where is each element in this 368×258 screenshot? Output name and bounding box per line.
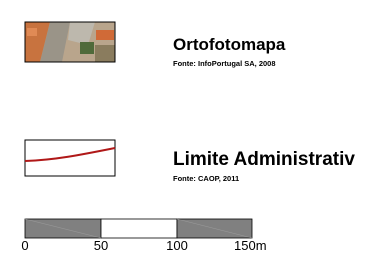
scale-label: 0 <box>21 238 28 253</box>
scale-label: 100 <box>166 238 188 253</box>
legend-title: Limite Administrativ <box>173 149 355 170</box>
boundary-symbol <box>25 140 115 176</box>
page: Ortofotomapa Fonte: InfoPortugal SA, 200… <box>0 0 368 258</box>
ortho-thumbnail <box>25 22 115 62</box>
scale-label: 50 <box>94 238 108 253</box>
legend-source: Fonte: CAOP, 2011 <box>173 174 239 183</box>
legend-title: Ortofotomapa <box>173 35 286 54</box>
legend-source: Fonte: InfoPortugal SA, 2008 <box>173 59 276 68</box>
scale-bar <box>25 219 252 238</box>
scale-label: 150m <box>234 238 267 253</box>
map-legend: Ortofotomapa Fonte: InfoPortugal SA, 200… <box>0 0 368 258</box>
